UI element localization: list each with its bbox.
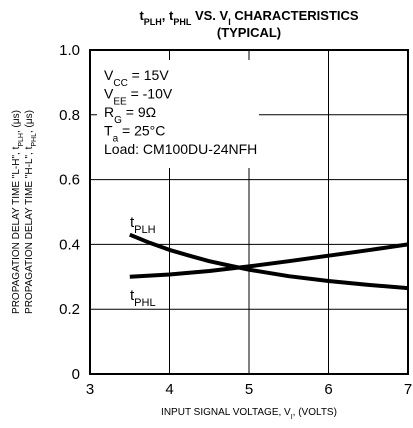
y-tick-label: 0.2 <box>59 301 80 318</box>
x-tick-label: 3 <box>86 381 94 398</box>
y-tick-label: 0 <box>72 366 80 383</box>
condition-line-sub-0: a <box>113 133 119 144</box>
x-tick-label: 6 <box>324 381 332 398</box>
series-line-tPHL <box>129 242 409 279</box>
chart-subtitle: (TYPICAL) <box>217 25 281 40</box>
y-axis-label-2-part-0: PROPAGATION DELAY TIME "H-L", t <box>24 146 35 314</box>
x-tick-label: 5 <box>245 381 253 398</box>
plot-frame <box>89 49 409 375</box>
y-axis-label-2: PROPAGATION DELAY TIME "H-L", tPHL, (μs) <box>24 110 38 314</box>
chart-title-group: tPLH, tPHL VS. VI CHARACTERISTICS(TYPICA… <box>139 8 358 40</box>
condition-line-part-1: = 15V <box>128 67 170 83</box>
chart-title: tPLH, tPHL VS. VI CHARACTERISTICS <box>139 8 358 27</box>
condition-line: VCC = 15V <box>104 67 169 89</box>
y-axis-label-2-part-1: , (μs) <box>24 110 35 133</box>
condition-line-part-0: V <box>104 86 114 102</box>
chart-title-sub-2: I <box>228 17 231 27</box>
condition-line: VEE = -10V <box>104 86 173 108</box>
chart-title-sub-1: PHL <box>173 17 192 27</box>
y-axis-label-1: PROPAGATION DELAY TIME "L-H", tPLH, (μs) <box>11 110 25 314</box>
chart-title-part-2: VS. V <box>191 8 228 23</box>
condition-line-part-1: = 25°C <box>118 123 165 139</box>
series-label-tPLH-part-0: t <box>130 214 135 231</box>
x-tick-label: 4 <box>165 381 173 398</box>
x-axis-label-sub-0: I <box>291 414 293 421</box>
series-label-tPHL: tPHL <box>130 287 156 309</box>
chart-title-part-0: t <box>139 8 144 23</box>
condition-line-part-1: = 9Ω <box>122 104 156 120</box>
condition-line-part-0: R <box>104 104 114 120</box>
condition-line-part-0: T <box>104 123 113 139</box>
y-axis-label-1-sub-0: PLH <box>18 133 25 147</box>
series-label-tPLH-sub-0: PLH <box>134 224 155 236</box>
series-line-tPLH <box>129 232 409 291</box>
x-axis-label-part-1: , (VOLTS) <box>293 407 337 418</box>
x-tick-labels: 3 4 5 6 7 <box>86 381 412 398</box>
condition-line-sub-0: G <box>114 115 122 126</box>
x-tick-label: 7 <box>404 381 412 398</box>
series-lines <box>129 232 409 291</box>
conditions-background <box>97 60 259 168</box>
series-label-tPHL-part-0: t <box>130 287 135 304</box>
series-label-tPHL-sub-0: PHL <box>134 297 155 309</box>
condition-line: Load: CM100DU-24NFH <box>104 141 257 157</box>
condition-line-part-0: V <box>104 67 114 83</box>
chart-title-part-1: , t <box>162 8 174 23</box>
axis-labels: INPUT SIGNAL VOLTAGE, VI, (VOLTS) PROPAGA… <box>11 110 337 420</box>
condition-line-part-1: = -10V <box>127 86 173 102</box>
y-tick-label: 0.8 <box>59 107 80 124</box>
condition-line-part-0: Load: CM100DU-24NFH <box>104 141 257 157</box>
condition-line: Ta = 25°C <box>104 123 165 145</box>
y-axis-label-2-sub-0: PHL <box>31 133 38 147</box>
y-axis-label-1-part-0: PROPAGATION DELAY TIME "L-H", t <box>11 146 22 314</box>
y-tick-label: 1.0 <box>59 42 80 59</box>
y-tick-label: 0.6 <box>59 172 80 189</box>
condition-line-sub-0: EE <box>113 96 127 107</box>
series-label-tPLH: tPLH <box>130 214 156 236</box>
y-tick-label: 0.4 <box>59 236 80 253</box>
condition-line: RG = 9Ω <box>104 104 156 126</box>
x-axis-label-part-0: INPUT SIGNAL VOLTAGE, V <box>161 407 291 418</box>
x-axis-label: INPUT SIGNAL VOLTAGE, VI, (VOLTS) <box>161 407 337 421</box>
y-tick-labels: 0 0.2 0.4 0.6 0.8 1.0 <box>59 42 80 383</box>
y-axis-label-1-part-1: , (μs) <box>11 110 22 133</box>
chart-title-sub-0: PLH <box>144 17 162 27</box>
chart-title-part-3: CHARACTERISTICS <box>231 8 359 23</box>
condition-line-sub-0: CC <box>113 78 127 89</box>
